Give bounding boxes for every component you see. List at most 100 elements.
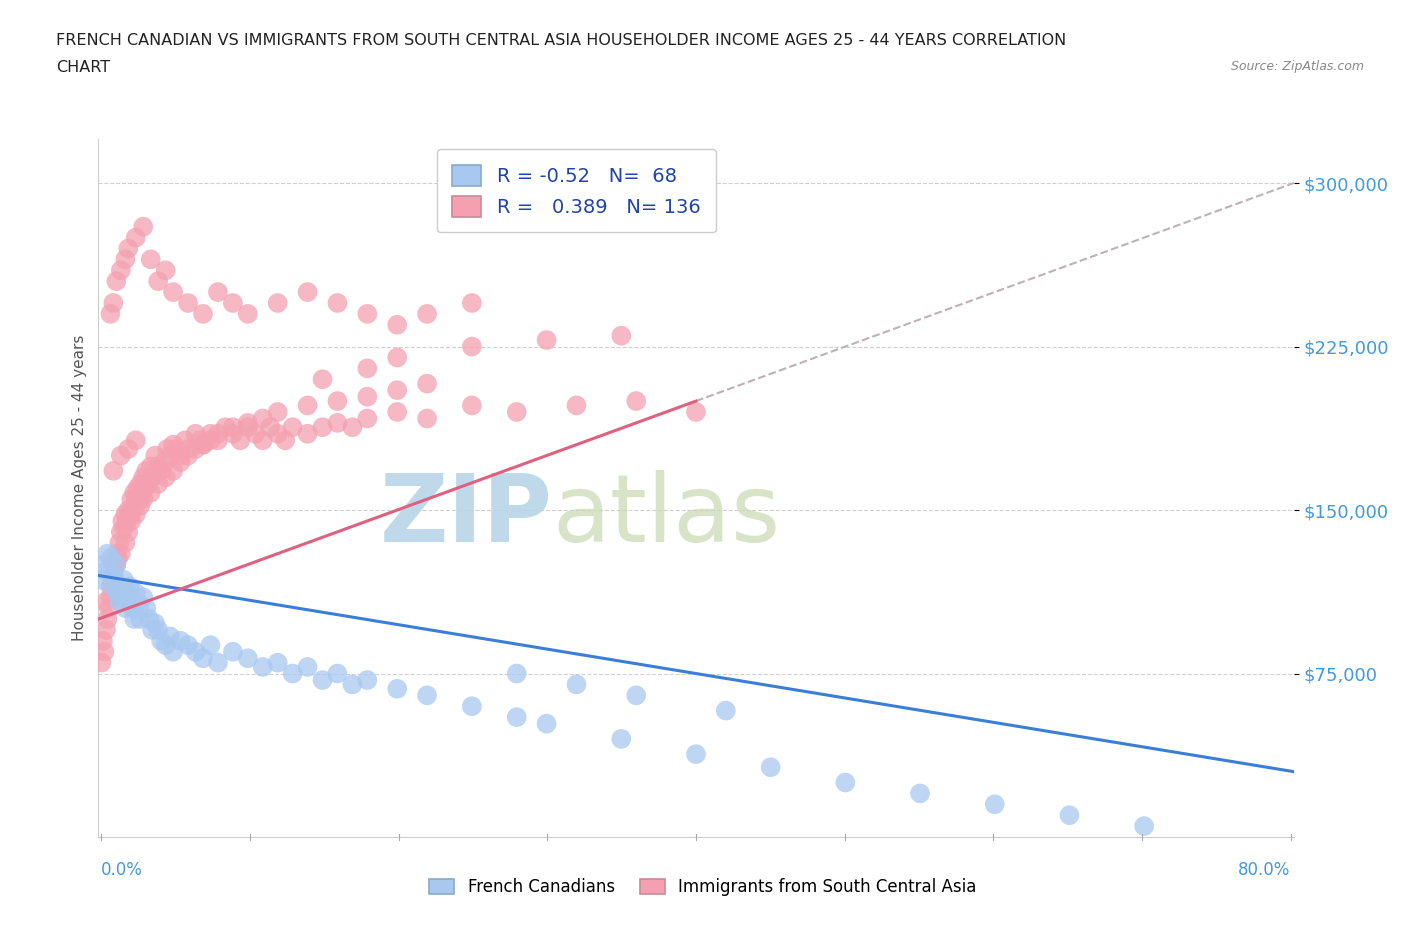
- Point: [229, 432, 252, 447]
- Point: [125, 507, 148, 522]
- Point: [136, 476, 159, 491]
- Point: [124, 485, 146, 500]
- Point: [90, 572, 112, 587]
- Point: [311, 372, 333, 387]
- Point: [834, 775, 856, 790]
- Point: [222, 296, 245, 311]
- Point: [128, 601, 150, 616]
- Point: [252, 659, 274, 674]
- Point: [97, 601, 120, 616]
- Point: [162, 285, 184, 299]
- Point: [156, 442, 179, 457]
- Point: [162, 644, 184, 659]
- Point: [908, 786, 931, 801]
- Point: [222, 644, 245, 659]
- Point: [98, 551, 122, 565]
- Point: [416, 411, 439, 426]
- Point: [155, 470, 177, 485]
- Point: [1059, 808, 1081, 823]
- Point: [191, 437, 214, 452]
- Point: [96, 612, 118, 627]
- Point: [236, 307, 259, 322]
- Point: [267, 405, 290, 419]
- Point: [135, 463, 157, 478]
- Point: [207, 285, 229, 299]
- Point: [274, 432, 297, 447]
- Point: [104, 557, 127, 572]
- Point: [129, 498, 152, 513]
- Point: [356, 307, 378, 322]
- Legend: French Canadians, Immigrants from South Central Asia: French Canadians, Immigrants from South …: [423, 871, 983, 903]
- Point: [610, 732, 633, 747]
- Point: [125, 432, 148, 447]
- Point: [236, 416, 259, 431]
- Point: [105, 546, 128, 561]
- Point: [132, 492, 155, 507]
- Point: [148, 273, 170, 288]
- Point: [200, 638, 222, 653]
- Point: [118, 507, 141, 522]
- Point: [184, 644, 207, 659]
- Point: [236, 419, 259, 434]
- Point: [214, 419, 236, 434]
- Point: [165, 442, 187, 457]
- Point: [132, 470, 155, 485]
- Point: [222, 419, 245, 434]
- Point: [565, 677, 588, 692]
- Point: [385, 682, 409, 697]
- Point: [148, 622, 170, 637]
- Point: [565, 398, 588, 413]
- Point: [143, 616, 166, 631]
- Point: [117, 442, 139, 457]
- Point: [159, 448, 181, 463]
- Point: [461, 296, 484, 311]
- Text: FRENCH CANADIAN VS IMMIGRANTS FROM SOUTH CENTRAL ASIA HOUSEHOLDER INCOME AGES 25: FRENCH CANADIAN VS IMMIGRANTS FROM SOUTH…: [56, 33, 1067, 47]
- Point: [342, 677, 364, 692]
- Point: [94, 564, 117, 578]
- Point: [506, 666, 529, 681]
- Point: [120, 492, 142, 507]
- Point: [132, 590, 155, 604]
- Point: [141, 470, 163, 485]
- Point: [267, 426, 290, 441]
- Point: [103, 568, 125, 583]
- Point: [252, 411, 274, 426]
- Point: [297, 285, 319, 299]
- Point: [983, 797, 1005, 812]
- Point: [117, 594, 139, 609]
- Point: [385, 317, 409, 332]
- Point: [101, 578, 124, 593]
- Point: [143, 448, 166, 463]
- Point: [177, 296, 200, 311]
- Point: [685, 747, 707, 762]
- Point: [245, 426, 267, 441]
- Point: [110, 578, 132, 593]
- Point: [103, 572, 125, 587]
- Point: [121, 601, 143, 616]
- Point: [177, 448, 200, 463]
- Point: [222, 426, 245, 441]
- Point: [114, 252, 136, 267]
- Point: [162, 463, 184, 478]
- Point: [610, 328, 633, 343]
- Text: 80.0%: 80.0%: [1239, 860, 1291, 879]
- Point: [461, 398, 484, 413]
- Point: [356, 390, 378, 405]
- Point: [94, 622, 117, 637]
- Point: [111, 513, 134, 528]
- Point: [356, 411, 378, 426]
- Point: [132, 219, 155, 234]
- Point: [115, 513, 138, 528]
- Point: [114, 536, 136, 551]
- Point: [169, 455, 191, 470]
- Point: [91, 633, 114, 648]
- Point: [120, 513, 142, 528]
- Point: [506, 405, 529, 419]
- Point: [155, 638, 177, 653]
- Point: [125, 586, 148, 601]
- Point: [385, 405, 409, 419]
- Point: [184, 442, 207, 457]
- Point: [139, 485, 162, 500]
- Point: [128, 492, 150, 507]
- Point: [311, 672, 333, 687]
